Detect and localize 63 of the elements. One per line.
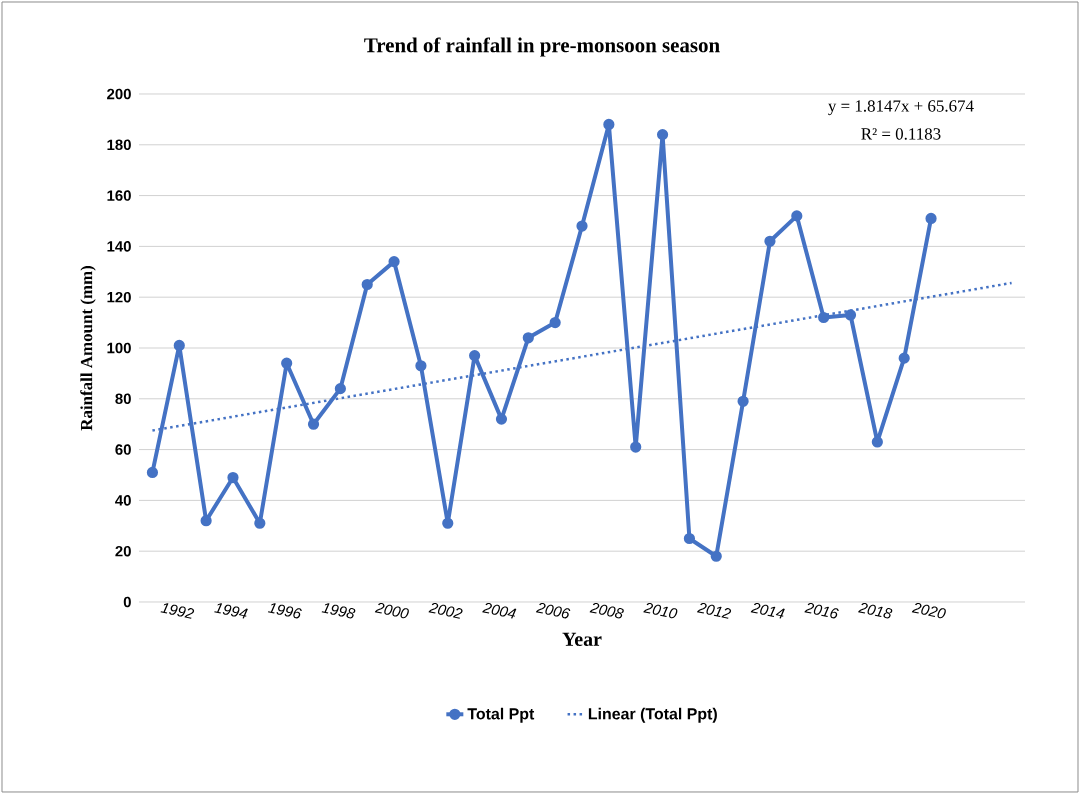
point (791, 210, 803, 222)
legend-label: Linear (Total Ppt) (588, 707, 717, 723)
point (925, 212, 937, 225)
point (818, 311, 830, 324)
y-tick-label: 40 (115, 495, 131, 506)
y-tick-label: 140 (107, 241, 131, 252)
x-tick-label: 2002 (428, 602, 463, 619)
y-tick-label: 60 (115, 444, 131, 455)
point (415, 360, 427, 372)
y-tick-label: 180 (107, 139, 131, 151)
point (146, 466, 159, 479)
point (227, 471, 239, 484)
y-tick-label: 120 (107, 291, 131, 303)
point (844, 309, 857, 321)
x-tick-label: 2012 (697, 602, 732, 619)
point (200, 515, 212, 527)
point (710, 550, 722, 562)
point (871, 436, 883, 448)
point (254, 517, 266, 529)
x-tick-label: 2014 (750, 602, 785, 619)
annotation: y = 1.8147x + 65.674 (828, 100, 974, 116)
x-tick-label: 2008 (589, 602, 624, 619)
x-tick-label: 2010 (643, 602, 678, 619)
point (576, 220, 588, 232)
x-tick-label: 2004 (482, 602, 517, 619)
y-tick-label: 160 (107, 190, 131, 201)
x-tick-label: 2006 (535, 602, 571, 619)
chart-title: Trend of rainfall in pre-monsoon season (364, 37, 720, 57)
annotation: R² = 0.1183 (861, 128, 941, 140)
x-tick-label: 2000 (374, 602, 409, 619)
point (656, 129, 669, 141)
point (495, 413, 508, 425)
x-axis-title: Year (562, 632, 602, 646)
x-tick-label: 2018 (858, 602, 893, 619)
x-tick-label: 2020 (911, 602, 946, 619)
point (334, 383, 346, 395)
point (307, 418, 320, 430)
x-tick-label: 2016 (804, 602, 839, 619)
point (737, 395, 749, 407)
point (603, 118, 615, 131)
point (469, 350, 481, 362)
point (898, 352, 910, 364)
point (549, 316, 561, 329)
x-tick-label: 1992 (160, 603, 195, 619)
point (683, 532, 696, 545)
point (281, 357, 293, 369)
y-tick-label: 80 (115, 393, 131, 405)
point (361, 278, 373, 291)
point (630, 441, 642, 453)
point (388, 256, 400, 268)
point (442, 517, 454, 529)
x-tick-label: 1994 (214, 603, 248, 619)
y-tick-label: 100 (107, 342, 131, 354)
y-axis-title: Rainfall Amount (mm) (80, 265, 96, 431)
x-tick-label: 1998 (321, 603, 356, 619)
y-tick-label: 200 (107, 88, 131, 100)
point (522, 332, 534, 344)
y-tick-label: 0 (123, 596, 131, 608)
legend-label: Total Ppt (467, 707, 535, 723)
y-tick-label: 20 (115, 545, 131, 557)
x-tick-label: 1996 (267, 603, 302, 619)
point (173, 339, 185, 352)
point (764, 235, 776, 247)
